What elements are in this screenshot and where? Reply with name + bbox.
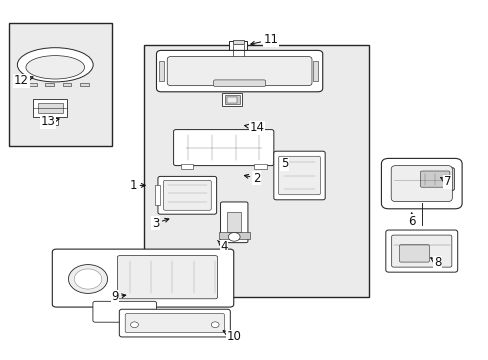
Bar bbox=[62, 83, 71, 86]
Bar bbox=[224, 95, 239, 104]
Circle shape bbox=[130, 322, 138, 328]
Bar bbox=[218, 232, 249, 239]
Text: 13: 13 bbox=[41, 115, 59, 128]
Bar bbox=[9, 23, 112, 146]
Bar bbox=[45, 118, 58, 125]
FancyBboxPatch shape bbox=[173, 130, 273, 166]
FancyBboxPatch shape bbox=[390, 166, 451, 202]
FancyBboxPatch shape bbox=[158, 176, 216, 214]
Text: 14: 14 bbox=[244, 121, 264, 134]
FancyBboxPatch shape bbox=[167, 57, 311, 86]
Bar bbox=[48, 119, 55, 123]
Text: 10: 10 bbox=[223, 330, 241, 343]
Circle shape bbox=[228, 233, 240, 241]
Bar bbox=[227, 212, 241, 232]
FancyBboxPatch shape bbox=[156, 50, 322, 92]
FancyBboxPatch shape bbox=[117, 256, 217, 299]
FancyBboxPatch shape bbox=[220, 202, 247, 243]
Bar bbox=[154, 185, 160, 205]
FancyBboxPatch shape bbox=[52, 249, 233, 307]
FancyBboxPatch shape bbox=[93, 301, 156, 322]
FancyBboxPatch shape bbox=[273, 151, 325, 200]
Bar bbox=[181, 164, 193, 169]
Text: 12: 12 bbox=[14, 75, 33, 87]
FancyBboxPatch shape bbox=[278, 156, 320, 195]
FancyBboxPatch shape bbox=[381, 158, 461, 209]
FancyBboxPatch shape bbox=[125, 314, 224, 333]
Bar bbox=[33, 99, 67, 117]
FancyBboxPatch shape bbox=[399, 245, 428, 262]
Ellipse shape bbox=[26, 55, 84, 79]
Bar bbox=[80, 83, 88, 86]
Text: 6: 6 bbox=[407, 213, 415, 228]
Bar bbox=[28, 83, 37, 86]
Bar bbox=[45, 83, 54, 86]
Circle shape bbox=[211, 322, 219, 328]
Bar bbox=[159, 61, 163, 81]
Text: 4: 4 bbox=[217, 240, 227, 253]
Bar bbox=[232, 40, 243, 44]
Text: 2: 2 bbox=[244, 172, 260, 185]
FancyBboxPatch shape bbox=[391, 235, 451, 267]
Bar bbox=[222, 93, 242, 106]
Bar bbox=[38, 103, 62, 113]
Text: 11: 11 bbox=[250, 33, 278, 46]
Text: 8: 8 bbox=[430, 256, 441, 269]
FancyBboxPatch shape bbox=[385, 230, 457, 272]
Circle shape bbox=[68, 265, 107, 293]
Ellipse shape bbox=[18, 48, 93, 82]
Text: 3: 3 bbox=[151, 217, 168, 230]
Text: 5: 5 bbox=[280, 157, 288, 170]
FancyBboxPatch shape bbox=[163, 180, 211, 210]
Text: 9: 9 bbox=[111, 291, 125, 303]
Circle shape bbox=[74, 269, 102, 289]
FancyBboxPatch shape bbox=[415, 168, 453, 190]
Bar bbox=[254, 164, 266, 169]
Bar bbox=[312, 61, 317, 81]
FancyBboxPatch shape bbox=[420, 171, 449, 187]
Text: 1: 1 bbox=[129, 179, 145, 192]
FancyBboxPatch shape bbox=[119, 309, 230, 337]
Bar bbox=[228, 41, 247, 61]
Text: 7: 7 bbox=[440, 175, 450, 188]
FancyBboxPatch shape bbox=[213, 80, 265, 86]
Bar bbox=[227, 97, 237, 103]
Bar bbox=[144, 45, 368, 297]
